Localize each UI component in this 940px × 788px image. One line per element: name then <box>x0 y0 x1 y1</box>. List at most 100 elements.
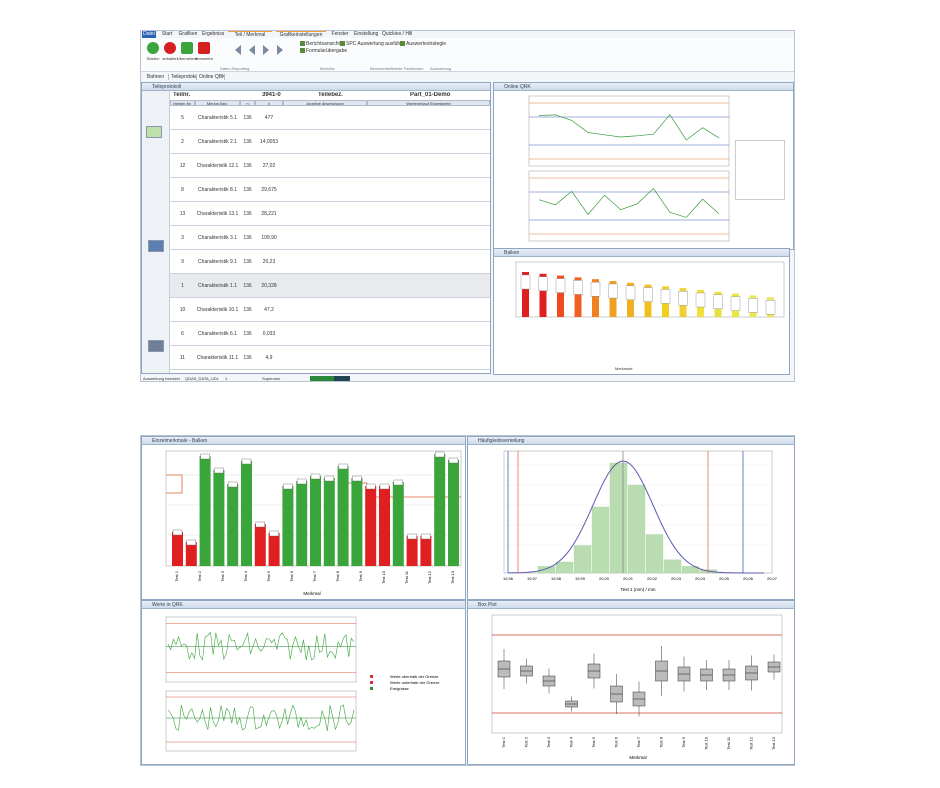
bar-label-box <box>448 457 459 464</box>
table-cell: Charakteristik 1.1 <box>198 283 237 289</box>
histogram-bar <box>627 484 646 574</box>
histogram-bar <box>609 462 628 574</box>
status-item: Superuser <box>262 376 281 381</box>
legend-label: Werte unterhalb der Grenze <box>390 680 440 685</box>
density-curve <box>508 460 764 574</box>
bar <box>522 272 529 317</box>
panel-header: Online QRK <box>494 83 793 91</box>
x-tick-label: Test 13 <box>771 736 776 750</box>
axis-title: Merkmale <box>615 366 633 371</box>
bar <box>609 281 617 317</box>
x-tick-label: 20,05 <box>719 576 730 581</box>
sidebar-icon <box>148 240 164 252</box>
table-cell: 136 <box>243 331 252 337</box>
histogram-bar <box>573 545 592 574</box>
table-cell: 136 <box>243 283 252 289</box>
table-cell: 3 <box>181 235 184 241</box>
trace-line <box>167 704 355 731</box>
ribbon-tab: Start <box>161 31 173 37</box>
panel-header: Teileprotokoll <box>142 83 490 91</box>
column-header: Merkm.Nr. <box>170 100 195 106</box>
x-tick-label: Test 4 <box>243 570 248 581</box>
nav-arrow <box>249 45 255 55</box>
ribbon-button-icon <box>147 42 159 54</box>
legend-swatch <box>370 681 373 684</box>
status-item: Auswertung beendet <box>143 376 180 381</box>
x-tick-label: 20,01 <box>623 576 634 581</box>
bar-label-box <box>172 529 183 536</box>
bar-label-box <box>338 463 348 470</box>
ribbon-group-label: Berichte <box>320 66 335 71</box>
panel-header: Balken <box>494 249 789 257</box>
table-cell: 109,90 <box>261 235 277 241</box>
table-cell: 477 <box>264 115 274 121</box>
x-tick-label: 19,97 <box>527 576 538 581</box>
table-cell: Charakteristik 10.1 <box>196 307 239 313</box>
bar-label-box <box>625 285 636 300</box>
toolbar-tab: Bahnen <box>143 74 169 80</box>
axis-title: Test 1 (mm) / mm <box>621 587 656 592</box>
x-tick-label: Test 5 <box>591 736 596 747</box>
axis-title: Merkmal <box>303 591 320 596</box>
table-cell: 136 <box>243 187 252 193</box>
x-tick-label: Test 12 <box>749 736 754 750</box>
table-cell: 8 <box>181 187 184 193</box>
progress <box>310 376 350 381</box>
table-row <box>170 106 490 130</box>
histogram-bar <box>591 506 610 574</box>
bar-label-box <box>608 283 618 299</box>
ribbon-group-label: Daten-Reporting <box>220 66 250 71</box>
table-cell: 136 <box>243 163 252 169</box>
bar-label-box <box>296 478 307 485</box>
plot-area <box>491 614 783 734</box>
table-cell: 136 <box>243 307 252 313</box>
chart: Test 1 Test 2 Test 3 Test 4 Test 5 Test 6 Test… <box>165 450 462 596</box>
column-header: Werteverlauf Einzelwerte <box>367 100 490 106</box>
menu-item: Berichtsansicht <box>306 41 340 47</box>
legend-swatch <box>370 687 373 690</box>
bar <box>310 476 321 566</box>
part-no: 3941-0 <box>262 92 281 98</box>
bar <box>337 466 349 566</box>
nav-arrow <box>277 45 283 55</box>
ribbon-tab: Teil / Merkmal <box>228 31 272 38</box>
bar-label-box <box>310 473 321 480</box>
bar <box>379 486 390 566</box>
ribbon-button-label: Starten <box>146 56 160 61</box>
bar-label-box <box>407 533 417 540</box>
ribbon-button-icon <box>181 42 193 54</box>
column-header: x̄ <box>255 100 283 106</box>
x-tick-label: Test 7 <box>312 570 317 581</box>
menu-item: Auswertestrategie <box>406 41 447 47</box>
table-cell: 5 <box>181 115 184 121</box>
table-cell: 1 <box>181 283 184 289</box>
table-cell: 29,675 <box>261 187 277 193</box>
nav-arrow <box>263 45 269 55</box>
table-cell: 47,2 <box>264 307 274 313</box>
bar <box>296 481 308 566</box>
column-header: Merkm.Bez. <box>195 100 240 106</box>
x-tick-label: 20,04 <box>695 576 706 581</box>
x-tick-label: Test 11 <box>404 570 409 583</box>
bar-label-box <box>695 292 706 308</box>
bar <box>241 461 252 566</box>
table-cell: 6 <box>181 331 184 337</box>
bar-label-box <box>643 287 653 302</box>
x-tick-label: Test 11 <box>726 736 731 749</box>
table-row <box>170 250 490 274</box>
x-tick-label: Test 6 <box>289 570 294 581</box>
table-cell: Charakteristik 5.1 <box>198 115 237 121</box>
table-cell: 14,0053 <box>259 139 279 145</box>
x-tick-label: 20,06 <box>743 576 754 581</box>
part-name-label: Teilebez. <box>318 92 343 98</box>
x-tick-label: 20,07 <box>767 576 778 581</box>
legend-swatch <box>370 675 373 678</box>
panel-header: Einzelmerkmale - Balken <box>142 437 465 445</box>
table-row <box>170 178 490 202</box>
axis-title: Merkmal <box>629 755 646 760</box>
bar-label-box <box>765 300 776 315</box>
table-cell: 27,02 <box>262 163 276 169</box>
legend-label: Ereignisse <box>390 686 409 691</box>
menu-item: Formularübergabe <box>306 48 348 54</box>
bar-label-box <box>324 475 335 482</box>
